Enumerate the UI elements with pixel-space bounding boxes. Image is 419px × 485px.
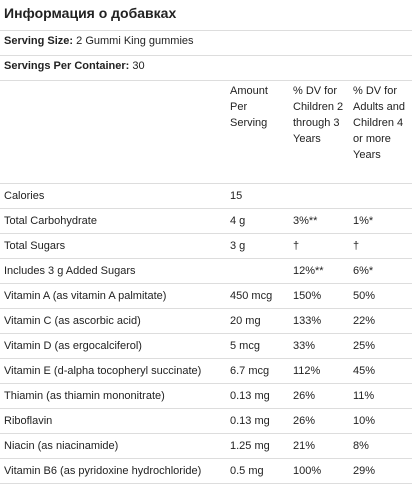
row-label: Riboflavin: [4, 415, 53, 427]
servings-per-container: Servings Per Container: 30: [4, 60, 145, 72]
row-label: Vitamin B6 (as pyridoxine hydrochloride): [4, 465, 202, 477]
divider: [0, 233, 412, 234]
row-label: Vitamin A (as vitamin A palmitate): [4, 290, 167, 302]
row-value: 50%: [353, 290, 376, 302]
row-value: 6%*: [353, 265, 374, 277]
row-value: †: [353, 240, 360, 252]
column-header: % DV for Adults and Children 4 or more Y…: [353, 85, 405, 161]
divider: [0, 433, 412, 434]
divider: [0, 383, 412, 384]
row-value: 29%: [353, 465, 376, 477]
divider: [0, 30, 412, 31]
row-value: 11%: [353, 390, 375, 402]
row-value: 33%: [293, 340, 316, 352]
row-value: 112%: [293, 365, 321, 377]
row-value: 12%**: [293, 265, 324, 277]
divider: [0, 358, 412, 359]
row-label: Vitamin E (d-alpha tocopheryl succinate): [4, 365, 202, 377]
row-label: Vitamin C (as ascorbic acid): [4, 315, 141, 327]
row-value: 4 g: [230, 215, 246, 227]
row-label: Includes 3 g Added Sugars: [4, 265, 136, 277]
row-value: 26%: [293, 390, 316, 402]
row-value: †: [293, 240, 300, 252]
row-value: 22%: [353, 315, 376, 327]
row-value: 8%: [353, 440, 369, 452]
row-value: 10%: [353, 415, 376, 427]
serving-size: Serving Size: 2 Gummi King gummies: [4, 35, 194, 47]
divider: [0, 80, 412, 81]
divider: [0, 458, 412, 459]
row-value: 0.13 mg: [230, 415, 270, 427]
row-value: 1.25 mg: [230, 440, 270, 452]
row-value: 133%: [293, 315, 322, 327]
divider: [0, 183, 412, 184]
title: Информация о добавках: [4, 5, 177, 21]
row-value: 3%**: [293, 215, 318, 227]
row-value: 6.7 mcg: [230, 365, 270, 377]
divider: [0, 258, 412, 259]
row-label: Niacin (as niacinamide): [4, 440, 119, 452]
row-value: 150%: [293, 290, 322, 302]
row-label: Total Carbohydrate: [4, 215, 97, 227]
column-header: Amount Per Serving: [230, 85, 268, 129]
divider: [0, 408, 412, 409]
row-value: 0.13 mg: [230, 390, 270, 402]
divider: [0, 483, 412, 484]
row-value: 21%: [293, 440, 316, 452]
row-value: 26%: [293, 415, 316, 427]
column-header: % DV for Children 2 through 3 Years: [293, 85, 344, 145]
row-label: Thiamin (as thiamin mononitrate): [4, 390, 165, 402]
value: 2 Gummi King gummies: [76, 35, 194, 47]
row-value: 100%: [293, 465, 322, 477]
divider: [0, 283, 412, 284]
row-value: 25%: [353, 340, 376, 352]
divider: [0, 55, 412, 56]
row-value: 0.5 mg: [230, 465, 264, 477]
row-value: 5 mcg: [230, 340, 260, 352]
divider: [0, 333, 412, 334]
row-value: 450 mcg: [230, 290, 273, 302]
row-value: 20 mg: [230, 315, 261, 327]
row-label: Vitamin D (as ergocalciferol): [4, 340, 142, 352]
label: Servings Per Container:: [4, 60, 130, 72]
divider: [0, 208, 412, 209]
divider: [0, 308, 412, 309]
value: 30: [132, 60, 145, 72]
label: Serving Size:: [4, 35, 74, 47]
row-value: 45%: [353, 365, 376, 377]
row-value: 1%*: [353, 215, 374, 227]
row-label: Calories: [4, 190, 45, 202]
row-value: 15: [230, 190, 243, 202]
row-label: Total Sugars: [4, 240, 66, 252]
row-value: 3 g: [230, 240, 246, 252]
